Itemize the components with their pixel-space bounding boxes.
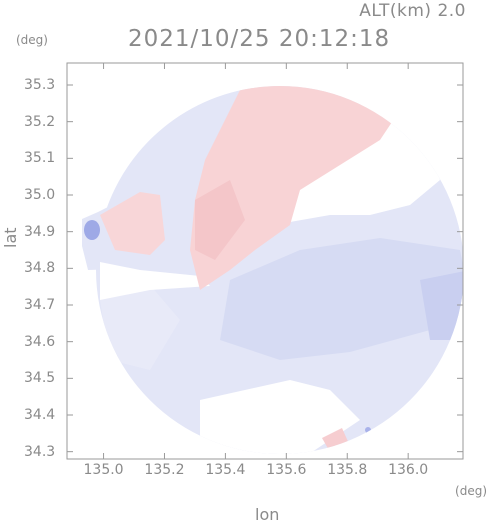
lon-tick-label: 135.8 — [327, 462, 368, 478]
lat-tick-label: 35.2 — [24, 113, 56, 130]
coastal-blue-area — [100, 285, 180, 370]
toward-velocity-core — [220, 238, 463, 360]
plot-frame — [66, 62, 464, 460]
observation-datetime: 2021/10/25 20:12:18 — [128, 26, 391, 52]
lat-tick-label: 34.4 — [24, 407, 56, 423]
lon-tick-label: 135.0 — [83, 462, 124, 478]
lat-unit-label: (deg) — [16, 33, 48, 47]
no-echo-bay — [100, 262, 210, 300]
lon-axis-title: lon — [255, 505, 280, 524]
island-blue-spot — [84, 220, 100, 240]
lon-unit-label: (deg) — [455, 484, 487, 498]
lat-tick-label: 35.0 — [24, 187, 56, 203]
lon-tick-label: 136.0 — [388, 462, 429, 478]
lat-tick-label: 35.1 — [24, 150, 56, 167]
lon-tick-label: 135.6 — [266, 462, 307, 478]
south-east-blue-speck — [365, 427, 371, 433]
lat-tick-label: 35.3 — [24, 77, 56, 93]
lat-tick-label: 34.6 — [24, 333, 56, 350]
lat-tick-label: 34.3 — [24, 443, 56, 460]
lat-tick-label: 34.8 — [24, 260, 56, 277]
away-velocity-area — [190, 86, 400, 290]
lat-tick-label: 34.9 — [24, 223, 56, 240]
lon-tick-label: 135.2 — [144, 462, 185, 478]
island-away-area — [100, 192, 165, 255]
altitude-label: ALT(km) 2.0 — [359, 1, 466, 21]
lat-tick-label: 34.5 — [24, 370, 56, 387]
lon-tick-label: 135.4 — [205, 462, 246, 478]
lat-tick-label: 34.7 — [24, 297, 56, 313]
away-velocity-core — [195, 180, 245, 260]
no-echo-south — [200, 380, 360, 454]
